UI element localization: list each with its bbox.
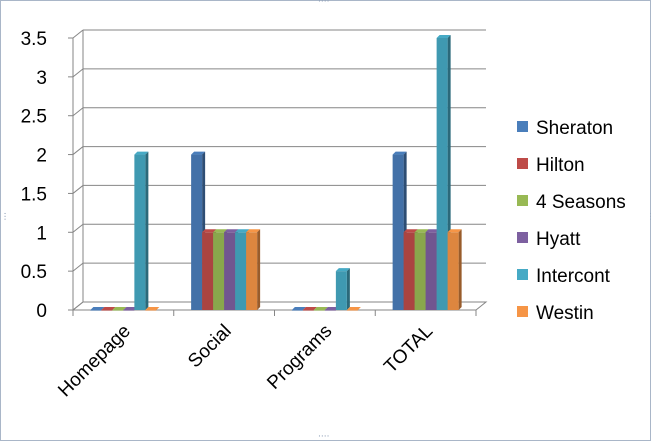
bar-top-westin <box>246 229 261 233</box>
gridline-side <box>72 185 84 194</box>
bar-hilton <box>101 310 113 311</box>
bar-westin <box>145 310 157 311</box>
x-category-label: Social <box>184 321 235 372</box>
legend-label-sheraton: Sheraton <box>536 118 613 139</box>
bar-westin <box>246 232 258 310</box>
gridline-side <box>72 107 84 117</box>
bar-sheraton <box>392 154 404 310</box>
bar-4-seasons <box>414 232 426 310</box>
y-tick-label: 3.5 <box>21 29 47 50</box>
y-tick-label: 0.5 <box>21 262 47 283</box>
bar-top-4-seasons <box>313 307 328 310</box>
bar-side-westin <box>458 229 462 310</box>
bar-top-hyatt <box>224 229 239 233</box>
y-tick-label: 2 <box>36 146 47 167</box>
resize-handle-left[interactable]: ··· <box>0 212 9 221</box>
bar-intercont <box>134 154 146 310</box>
bar-top-sheraton <box>392 151 407 155</box>
bar-side-intercont <box>145 151 149 310</box>
bar-top-westin <box>145 307 160 310</box>
bar-hilton <box>302 310 314 311</box>
y-tick-label: 1 <box>36 223 47 244</box>
bar-intercont <box>335 271 347 310</box>
y-tick-label: 2.5 <box>21 107 47 128</box>
bar-westin <box>346 310 358 311</box>
bar-westin <box>447 232 459 310</box>
bar-top-intercont <box>235 229 250 233</box>
legend-swatch-4-seasons <box>517 195 528 206</box>
legend-swatch-hyatt <box>517 232 528 243</box>
bar-intercont <box>436 38 448 310</box>
bar-hilton <box>202 232 214 310</box>
gridline-side <box>72 262 84 272</box>
bar-top-hilton <box>101 307 116 310</box>
bar-top-sheraton <box>291 307 306 310</box>
bar-top-4-seasons <box>213 229 228 233</box>
bar-top-intercont <box>335 268 350 272</box>
bar-sheraton <box>291 310 303 311</box>
legend-label-hyatt: Hyatt <box>536 229 581 250</box>
gridline-side <box>72 29 84 39</box>
bar-side-westin <box>257 229 261 310</box>
x-category-label: Homepage <box>54 321 135 402</box>
legend-swatch-hilton <box>517 158 528 169</box>
bar-top-hilton <box>202 229 217 233</box>
bar-top-sheraton <box>90 307 105 310</box>
bar-sheraton <box>90 310 102 311</box>
bar-hyatt <box>224 232 236 310</box>
bar-top-intercont <box>134 151 149 155</box>
bar-hyatt <box>123 310 135 311</box>
bar-sheraton <box>191 154 203 310</box>
legend-swatch-intercont <box>517 269 528 280</box>
bar-top-hyatt <box>324 307 339 310</box>
x-category-label: Programs <box>263 321 336 394</box>
resize-handle-bottom[interactable]: ···· <box>318 432 330 442</box>
bar-intercont <box>235 232 247 310</box>
bar-top-hilton <box>302 307 317 310</box>
y-tick-label: 0 <box>36 301 47 322</box>
y-tick-label: 1.5 <box>21 184 47 205</box>
bar-side-intercont <box>346 268 350 310</box>
bar-hyatt <box>425 232 437 310</box>
bar-top-intercont <box>436 35 451 38</box>
bar-hilton <box>403 232 415 310</box>
bar-top-hilton <box>403 229 418 233</box>
bar-4-seasons <box>112 310 124 311</box>
legend-label-4-seasons: 4 Seasons <box>536 192 626 213</box>
gridline-side <box>72 68 84 78</box>
bar-hyatt <box>324 310 336 311</box>
legend-label-westin: Westin <box>536 303 594 324</box>
legend-label-intercont: Intercont <box>536 266 611 287</box>
bar-4-seasons <box>213 232 225 310</box>
gridline-side <box>72 223 84 233</box>
resize-handle-right[interactable]: ··· <box>645 212 651 221</box>
bar-top-westin <box>447 229 462 233</box>
bar-4-seasons <box>313 310 325 311</box>
bar-top-hyatt <box>123 307 138 310</box>
legend-label-hilton: Hilton <box>536 155 585 176</box>
bar-top-4-seasons <box>414 229 429 233</box>
legend-swatch-sheraton <box>517 121 528 132</box>
bar-top-hyatt <box>425 229 440 233</box>
gridline-side <box>72 146 84 155</box>
resize-handle-top[interactable]: ···· <box>318 0 330 7</box>
legend-swatch-westin <box>517 306 528 317</box>
bar-top-4-seasons <box>112 307 127 310</box>
x-category-label: TOTAL <box>380 321 437 378</box>
bar-top-sheraton <box>191 151 206 155</box>
y-tick-label: 3 <box>36 68 47 89</box>
bar-top-westin <box>346 307 361 310</box>
